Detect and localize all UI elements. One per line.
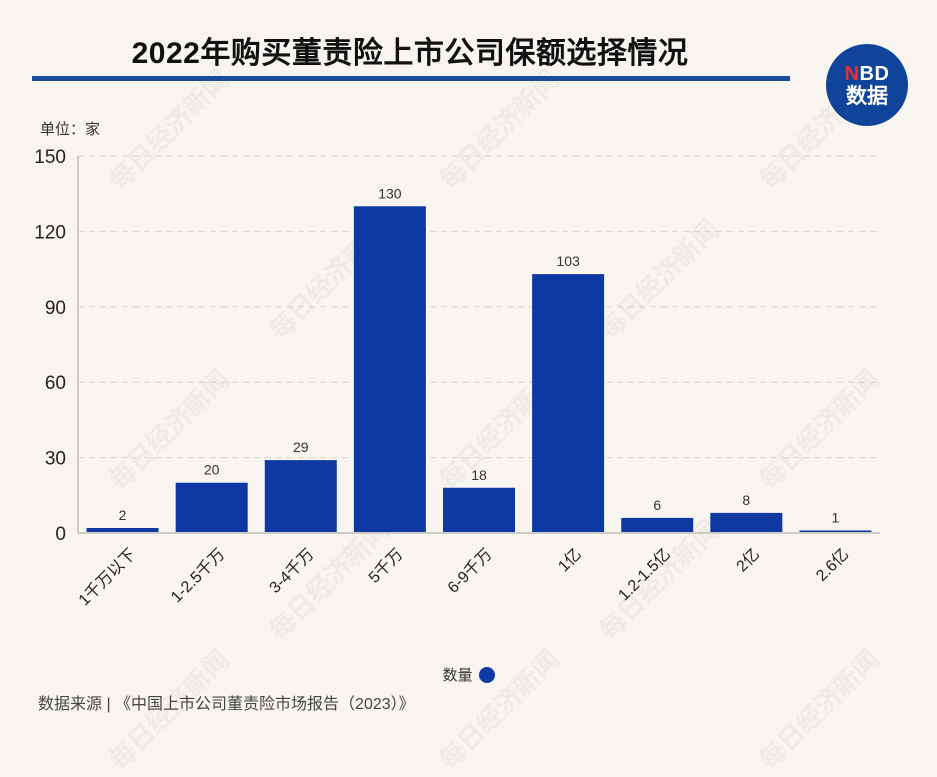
bar[interactable] bbox=[621, 517, 694, 533]
y-tick-label: 30 bbox=[45, 449, 66, 470]
y-tick-label: 60 bbox=[45, 373, 66, 394]
bar[interactable] bbox=[710, 512, 783, 533]
x-tick-label: 1-2.5千万 bbox=[167, 545, 228, 606]
bar[interactable] bbox=[799, 530, 872, 533]
bar[interactable] bbox=[264, 460, 337, 533]
y-tick-label: 90 bbox=[45, 298, 66, 319]
bar-value-label: 2 bbox=[119, 507, 127, 523]
legend[interactable]: 数量 bbox=[0, 664, 937, 685]
x-tick-label: 5千万 bbox=[365, 545, 407, 587]
x-tick-label: 1亿 bbox=[555, 545, 585, 575]
bar[interactable] bbox=[353, 206, 426, 533]
bar-value-label: 20 bbox=[204, 462, 220, 478]
y-tick-label: 150 bbox=[34, 147, 66, 168]
y-tick-label: 120 bbox=[34, 222, 66, 243]
logo-text-data: 数据 bbox=[846, 84, 888, 108]
bar-value-label: 18 bbox=[471, 467, 487, 483]
x-tick-label: 3-4千万 bbox=[266, 545, 318, 597]
x-tick-label: 1.2-1.5亿 bbox=[615, 545, 674, 604]
bar[interactable] bbox=[443, 487, 515, 533]
bar[interactable] bbox=[175, 482, 248, 533]
bar-value-label: 6 bbox=[653, 497, 661, 513]
bar[interactable] bbox=[532, 274, 605, 533]
unit-label: 单位：家 bbox=[40, 121, 101, 138]
logo-text-nbd: NBD bbox=[844, 62, 890, 85]
bar[interactable] bbox=[86, 527, 159, 533]
bar-value-label: 130 bbox=[378, 185, 402, 201]
bar-value-label: 103 bbox=[556, 253, 580, 269]
title-underline bbox=[32, 76, 790, 81]
x-tick-label: 6-9千万 bbox=[444, 545, 496, 597]
bar-chart: 0 30 60 90 120 150 2 1千万以下 20 1-2.5千万 29 3-4千万 130 5千… bbox=[34, 147, 880, 609]
legend-label: 数量 bbox=[442, 667, 473, 684]
y-tick-label: 0 bbox=[55, 524, 66, 545]
x-tick-label: 2亿 bbox=[733, 545, 763, 575]
chart-title: 2022年购买董责险上市公司保额选择情况 bbox=[131, 37, 689, 70]
data-source: 数据来源 | 《中国上市公司董责险市场报告（2023）》 bbox=[38, 696, 415, 713]
bar-value-label: 1 bbox=[832, 509, 840, 525]
nbd-logo: NBD 数据 bbox=[826, 44, 908, 126]
x-tick-label: 1千万以下 bbox=[75, 545, 139, 609]
bar-value-label: 8 bbox=[742, 492, 750, 508]
x-tick-label: 2.6亿 bbox=[812, 545, 852, 585]
bar-value-label: 29 bbox=[293, 439, 309, 455]
legend-swatch-icon bbox=[478, 666, 495, 683]
